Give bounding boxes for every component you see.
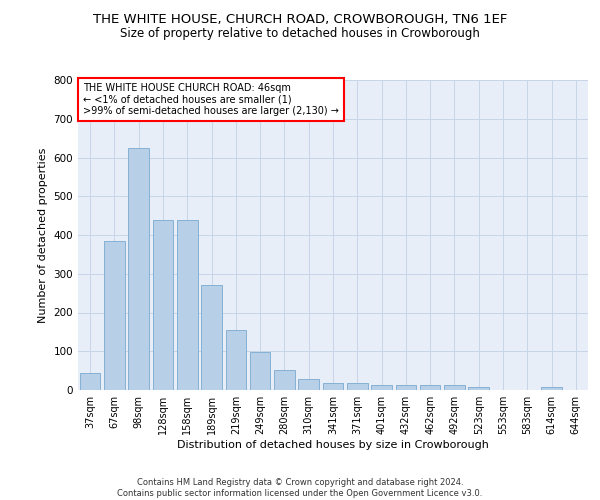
Text: Size of property relative to detached houses in Crowborough: Size of property relative to detached ho… xyxy=(120,28,480,40)
Text: THE WHITE HOUSE CHURCH ROAD: 46sqm
← <1% of detached houses are smaller (1)
>99%: THE WHITE HOUSE CHURCH ROAD: 46sqm ← <1%… xyxy=(83,83,339,116)
Bar xyxy=(250,352,271,390)
Bar xyxy=(128,148,149,390)
Bar xyxy=(298,379,319,390)
Text: THE WHITE HOUSE, CHURCH ROAD, CROWBOROUGH, TN6 1EF: THE WHITE HOUSE, CHURCH ROAD, CROWBOROUG… xyxy=(93,12,507,26)
Bar xyxy=(395,386,416,390)
Bar xyxy=(541,387,562,390)
Bar xyxy=(371,386,392,390)
Y-axis label: Number of detached properties: Number of detached properties xyxy=(38,148,48,322)
Bar xyxy=(274,370,295,390)
Bar xyxy=(469,387,489,390)
Bar xyxy=(177,220,197,390)
Bar xyxy=(323,384,343,390)
Bar xyxy=(104,241,125,390)
Text: Contains HM Land Registry data © Crown copyright and database right 2024.
Contai: Contains HM Land Registry data © Crown c… xyxy=(118,478,482,498)
Bar xyxy=(444,384,465,390)
X-axis label: Distribution of detached houses by size in Crowborough: Distribution of detached houses by size … xyxy=(177,440,489,450)
Bar xyxy=(420,386,440,390)
Bar xyxy=(226,330,246,390)
Bar xyxy=(80,372,100,390)
Bar xyxy=(347,384,368,390)
Bar xyxy=(201,286,222,390)
Bar xyxy=(152,220,173,390)
